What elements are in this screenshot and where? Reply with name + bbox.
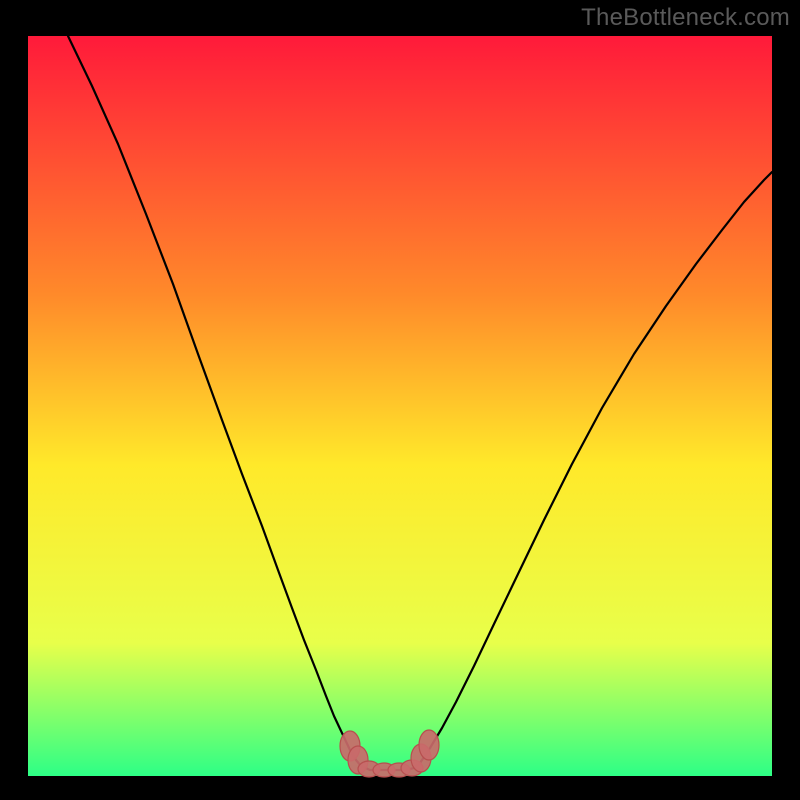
bottleneck-curve: [68, 36, 772, 770]
bottom-marker: [419, 730, 439, 760]
bottom-marker-group: [340, 730, 439, 777]
chart-svg: [0, 0, 800, 800]
